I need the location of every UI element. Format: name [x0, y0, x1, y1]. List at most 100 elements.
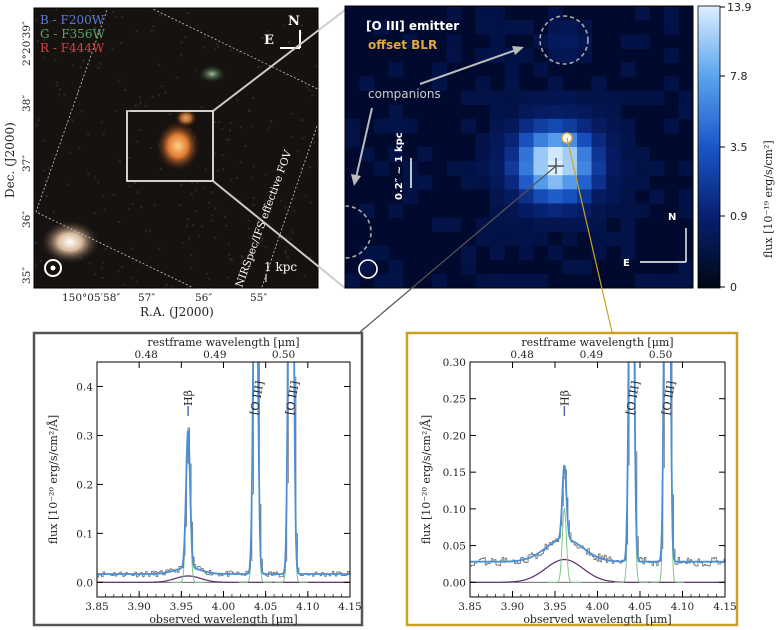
- noise-pixel: [102, 133, 105, 136]
- map-pixel: [562, 203, 578, 218]
- map-pixel: [664, 118, 679, 134]
- map-pixel: [620, 175, 636, 190]
- map-pixel: [635, 273, 650, 289]
- map-pixel: [649, 90, 665, 106]
- emitter-label: [O III] emitter: [366, 19, 459, 33]
- noise-pixel: [239, 161, 242, 164]
- map-pixel: [577, 161, 592, 176]
- map-pixel: [548, 118, 563, 134]
- map-pixel: [548, 76, 563, 91]
- noise-pixel: [302, 137, 305, 140]
- x-tick-label: 3.95: [170, 601, 193, 613]
- map-pixel: [403, 118, 418, 134]
- noise-pixel: [224, 215, 226, 218]
- map-pixel: [591, 76, 607, 91]
- noise-pixel: [118, 220, 121, 223]
- noise-pixel: [284, 73, 287, 76]
- map-pixel: [533, 161, 549, 176]
- noise-pixel: [49, 20, 52, 23]
- noise-pixel: [187, 237, 190, 240]
- map-pixel: [562, 259, 578, 275]
- map-pixel: [519, 132, 534, 148]
- map-pixel: [432, 273, 447, 289]
- map-pixel: [388, 273, 404, 289]
- noise-pixel: [99, 62, 102, 65]
- map-pixel: [388, 62, 404, 77]
- map-pixel: [533, 147, 549, 162]
- noise-pixel: [252, 97, 255, 100]
- map-pixel: [461, 175, 476, 190]
- map-pixel: [606, 161, 621, 176]
- x-tick-label: 3.85: [458, 601, 481, 613]
- map-pixel: [446, 161, 462, 176]
- noise-pixel: [89, 10, 92, 12]
- map-pixel: [490, 203, 505, 218]
- map-pixel: [548, 175, 563, 190]
- noise-pixel: [260, 240, 262, 243]
- noise-pixel: [288, 41, 290, 44]
- noise-pixel: [139, 96, 141, 99]
- noise-pixel: [236, 176, 239, 179]
- map-pixel: [635, 147, 650, 162]
- map-pixel: [475, 231, 491, 247]
- image-noise: [34, 8, 318, 288]
- noise-pixel: [216, 169, 219, 172]
- map-pixel: [374, 118, 389, 134]
- noise-pixel: [158, 63, 161, 66]
- map-pixel: [678, 90, 694, 106]
- noise-pixel: [309, 166, 312, 169]
- line-label: [O III]: [659, 380, 678, 416]
- noise-pixel: [222, 168, 224, 171]
- map-pixel: [475, 132, 491, 148]
- map-pixel: [533, 90, 549, 106]
- noise-pixel: [227, 243, 230, 246]
- noise-pixel: [284, 251, 287, 254]
- spectrum-1-box: [32, 331, 364, 627]
- zoom-connectors: [127, 9, 346, 289]
- narrow-component: [274, 362, 308, 583]
- noise-pixel: [87, 133, 90, 136]
- image-panel: 1 kpc NIRSpec/IFS effective FOV N E B - …: [3, 7, 319, 319]
- map-pixel: [591, 118, 607, 134]
- noise-pixel: [178, 279, 181, 282]
- noise-pixel: [54, 58, 57, 61]
- map-pixel: [548, 217, 563, 232]
- map-pixel: [678, 104, 694, 120]
- image-ylabel: Dec. (J2000): [3, 122, 17, 198]
- noise-pixel: [43, 38, 46, 41]
- map-pixel: [577, 189, 592, 204]
- noise-pixel: [211, 219, 214, 222]
- map-pixel: [664, 6, 679, 21]
- noise-pixel: [128, 185, 131, 188]
- map-pixel: [388, 203, 404, 218]
- zoom-box: [126, 110, 214, 182]
- noise-pixel: [35, 19, 38, 22]
- noise-pixel: [102, 261, 104, 264]
- colorbar: 13.9 7.8 3.5 0.9 0 flux [10⁻¹⁹ erg/s/cm²…: [697, 1, 775, 294]
- map-pixel: [562, 217, 578, 232]
- map-pixel: [359, 259, 375, 275]
- map-scale-label: 0.2″ ~ 1 kpc: [394, 132, 405, 200]
- noise-pixel: [67, 183, 70, 186]
- noise-pixel: [303, 275, 306, 278]
- map-pixel: [475, 147, 491, 162]
- map-panel: companions [O III] emitter offset BLR 0.…: [344, 5, 694, 289]
- colorbar-gradient: [697, 5, 721, 289]
- map-pixel: [374, 245, 389, 261]
- map-pixel: [548, 34, 563, 49]
- noise-pixel: [72, 64, 74, 67]
- map-pixel: [635, 6, 650, 21]
- noise-pixel: [244, 145, 247, 147]
- noise-pixel: [222, 154, 225, 157]
- noise-pixel: [294, 264, 296, 267]
- map-pixel: [606, 231, 621, 247]
- map-pixel: [591, 203, 607, 218]
- map-pixel: [533, 231, 549, 247]
- map-pixel: [490, 217, 505, 232]
- noise-pixel: [241, 255, 243, 258]
- x-tick-label: 3.95: [543, 601, 566, 613]
- map-pixel: [577, 48, 592, 63]
- map-pixel: [461, 90, 476, 106]
- noise-pixel: [252, 204, 255, 207]
- noise-pixel: [268, 263, 271, 266]
